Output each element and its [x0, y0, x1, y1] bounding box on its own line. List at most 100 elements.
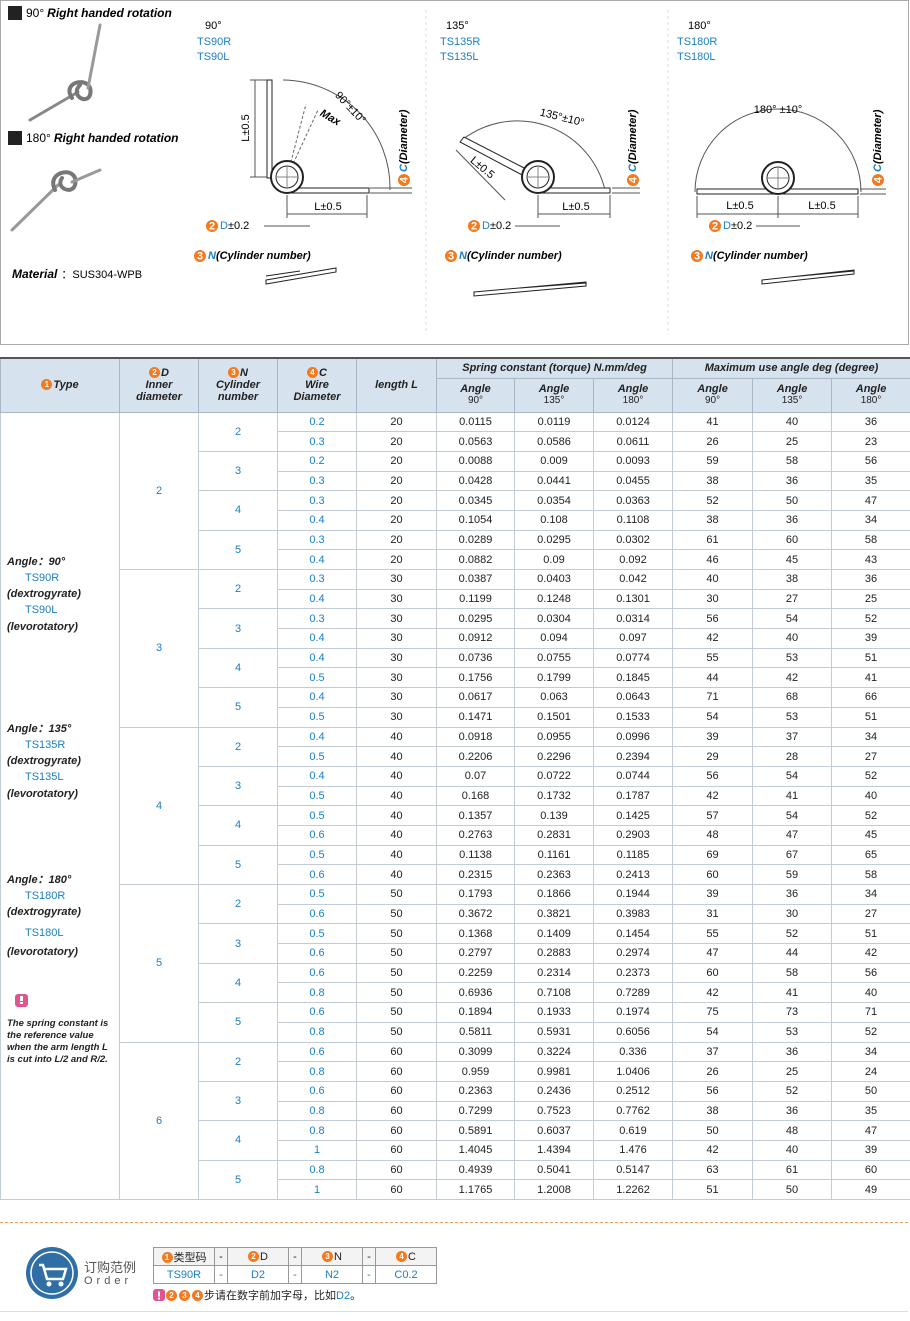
c-cell: 0.4: [277, 726, 357, 748]
value-cell: 0.2436: [514, 1080, 594, 1102]
value-cell: 0.094: [514, 628, 594, 649]
value-cell: 0.1138: [436, 844, 515, 866]
value-cell: 20: [356, 431, 437, 452]
diagram-90: [250, 79, 412, 285]
marker: 1: [161, 1251, 173, 1263]
order-value: -: [288, 1265, 302, 1284]
d-cell: 3: [119, 569, 199, 728]
n-cell: 2: [198, 726, 278, 767]
value-cell: 0.1944: [592, 884, 674, 905]
table-row: 0.4 20 0.1054 0.108 0.1108 38 36 34: [1, 509, 910, 531]
value-cell: 54: [752, 765, 833, 787]
value-cell: 0.1454: [592, 923, 674, 945]
legend-text: Right handed rotation: [54, 131, 179, 145]
value-cell: 68: [752, 687, 833, 708]
marker-circle: [468, 220, 480, 232]
header-text: Cylinder number: [215, 379, 260, 404]
note-code: D2: [336, 1290, 351, 1302]
label-code: C: [872, 163, 884, 172]
sub-header: Angle 135°: [514, 377, 594, 413]
value-cell: 0.07: [436, 765, 515, 787]
value-cell: 47: [831, 1120, 910, 1141]
value-cell: 0.0882: [436, 549, 515, 570]
value-cell: 40: [356, 805, 437, 826]
value-cell: 0.0093: [592, 450, 674, 472]
value-cell: 0.7762: [592, 1100, 674, 1122]
type-code: TS90R: [25, 571, 60, 584]
c-cell: 0.2: [277, 411, 357, 433]
sub-header-label: Angle: [617, 383, 649, 395]
value-cell: 51: [831, 706, 910, 728]
header-c: 4 C Wire Diameter: [277, 357, 357, 413]
value-cell: 0.092: [592, 549, 674, 570]
value-cell: 0.5811: [436, 1021, 515, 1043]
value-cell: 60: [356, 1061, 437, 1082]
value-cell: 0.0088: [436, 450, 515, 472]
value-cell: 30: [356, 569, 437, 590]
dimension-label: D±0.2: [482, 220, 511, 232]
value-cell: 56: [831, 962, 910, 984]
marker: 1: [41, 379, 53, 391]
value-cell: 0.3983: [592, 903, 674, 925]
value-cell: 43: [831, 549, 910, 570]
value-cell: 0.063: [514, 687, 594, 708]
sub-header: Angle 135°: [752, 377, 833, 413]
c-cell: 0.8: [277, 1159, 357, 1181]
value-cell: 0.0115: [436, 411, 515, 433]
c-cell: 0.6: [277, 1041, 357, 1063]
value-cell: 55: [672, 923, 754, 945]
value-cell: 69: [672, 844, 754, 866]
value-cell: 38: [672, 470, 754, 492]
value-cell: 61: [752, 1159, 833, 1181]
legend-degree: 180°: [26, 131, 51, 145]
value-cell: 0.5931: [514, 1021, 594, 1043]
value-cell: 0.1199: [436, 588, 515, 610]
sub-header: Angle 180°: [592, 377, 674, 413]
value-cell: 71: [831, 1002, 910, 1023]
value-cell: 0.0295: [514, 529, 594, 551]
value-cell: 40: [752, 1139, 833, 1161]
value-cell: 59: [752, 864, 833, 885]
value-cell: 0.2314: [514, 962, 594, 984]
marker-number: 2: [471, 220, 477, 232]
type-footnote: The spring constant is the reference val…: [7, 1017, 109, 1065]
legend-square: [8, 131, 22, 145]
value-cell: 0.1845: [592, 667, 674, 689]
note-icon: [15, 993, 28, 1007]
value-cell: 47: [831, 490, 910, 511]
table-row: 0.3 20 0.0563 0.0586 0.0611 26 25 23: [1, 431, 910, 452]
value-cell: 1.2262: [592, 1179, 674, 1200]
table-row: 0.5 30 0.1471 0.1501 0.1533 54 53 51: [1, 706, 910, 728]
value-cell: 40: [356, 824, 437, 846]
value-cell: 58: [831, 864, 910, 885]
sub-header: Angle 90°: [672, 377, 754, 413]
panel-border: [0, 0, 909, 345]
value-cell: 29: [672, 746, 754, 767]
marker-number: 4: [627, 176, 639, 183]
label-text: (Cylinder number): [713, 250, 808, 262]
table-row: 0.5 30 0.1756 0.1799 0.1845 44 42 41: [1, 667, 910, 689]
dimension-label: C(Diameter): [627, 109, 639, 172]
spring-photo: [10, 23, 102, 232]
label-text: (Diameter): [872, 109, 884, 164]
c-cell: 0.8: [277, 1021, 357, 1043]
value-cell: 42: [752, 667, 833, 689]
value-cell: 0.3099: [436, 1041, 515, 1063]
type-angle: Angle：90°: [7, 555, 66, 568]
type-angle: Angle：180°: [7, 873, 72, 886]
value-cell: 28: [752, 746, 833, 767]
value-cell: 60: [672, 962, 754, 984]
type-code: TS90R: [197, 36, 231, 48]
order-head-text: C: [408, 1250, 416, 1263]
c-cell: 0.6: [277, 1002, 357, 1023]
label-text: (Diameter): [398, 109, 410, 164]
label-text: (Cylinder number): [467, 250, 562, 262]
value-cell: 0.1185: [592, 844, 674, 866]
label-code: N: [459, 250, 468, 262]
value-cell: 0.0774: [592, 647, 674, 669]
value-cell: 0.7108: [514, 982, 594, 1004]
value-cell: 34: [831, 509, 910, 531]
value-cell: 51: [831, 647, 910, 669]
marker: 3: [228, 367, 240, 379]
label-code: D: [220, 220, 228, 232]
